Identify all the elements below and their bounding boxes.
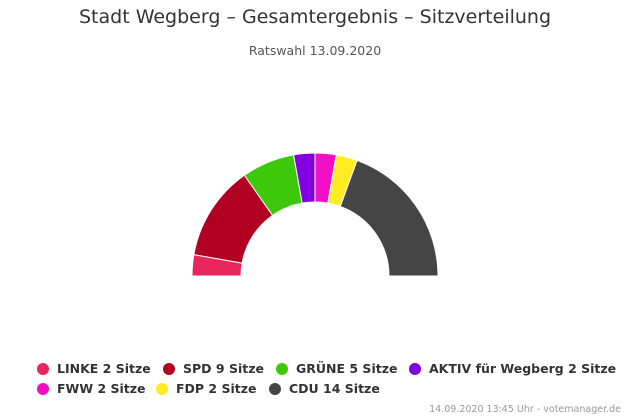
legend-marker-fdp	[156, 382, 168, 395]
legend-label-spd: SPD 9 Sitze	[183, 361, 264, 376]
legend-label-fww: FWW 2 Sitze	[57, 381, 146, 396]
legend-marker-aktiv	[409, 362, 421, 375]
legend-label-cdu: CDU 14 Sitze	[289, 381, 380, 396]
legend-marker-spd	[163, 362, 175, 375]
legend-marker-gruene	[276, 362, 288, 375]
credits[interactable]: 14.09.2020 13:45 Uhr - votemanager.de	[429, 404, 621, 415]
legend-item-cdu[interactable]: CDU 14 Sitze	[269, 381, 380, 396]
legend-marker-cdu	[269, 382, 281, 395]
legend-label-fdp: FDP 2 Sitze	[176, 381, 257, 396]
legend-item-linke[interactable]: LINKE 2 Sitze	[37, 361, 151, 376]
legend-item-fww[interactable]: FWW 2 Sitze	[37, 381, 146, 396]
legend-marker-fww	[37, 382, 49, 395]
legend-label-aktiv: AKTIV für Wegberg 2 Sitze	[429, 361, 617, 376]
chart-title: Stadt Wegberg – Gesamtergebnis – Sitzver…	[78, 6, 552, 28]
seat-segment-cdu[interactable]	[339, 159, 439, 277]
legend-label-gruene: GRÜNE 5 Sitze	[296, 361, 398, 376]
legend-item-gruene[interactable]: GRÜNE 5 Sitze	[276, 361, 397, 376]
legend-label-linke: LINKE 2 Sitze	[57, 361, 151, 376]
legend-marker-linke	[37, 362, 49, 375]
legend-item-aktiv[interactable]: AKTIV für Wegberg 2 Sitze	[409, 361, 616, 376]
legend-item-fdp[interactable]: FDP 2 Sitze	[156, 381, 257, 396]
legend-item-spd[interactable]: SPD 9 Sitze	[163, 361, 264, 376]
chart-subtitle: Ratswahl 13.09.2020	[248, 43, 382, 58]
